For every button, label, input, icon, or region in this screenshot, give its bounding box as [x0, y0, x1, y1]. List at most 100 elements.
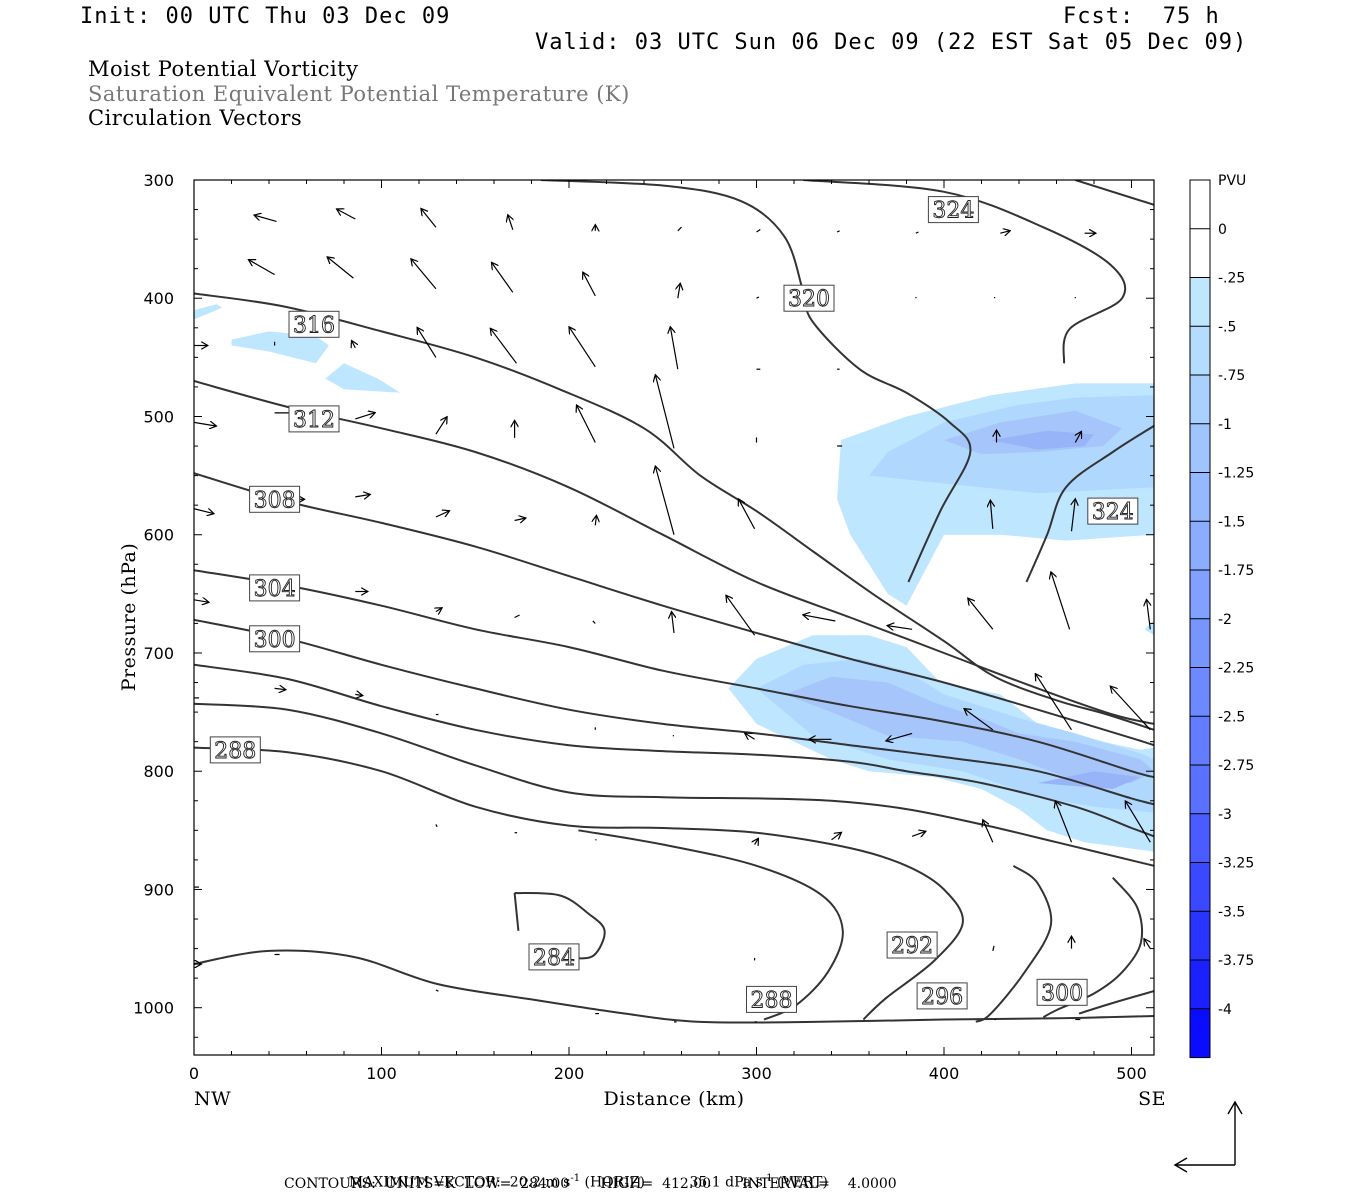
contour-999-17 — [194, 949, 1154, 1024]
vector-46 — [514, 518, 526, 521]
vector-49 — [738, 499, 756, 530]
contour-label-box-3 — [288, 405, 340, 433]
y-tick-label-4: 700 — [143, 644, 174, 663]
vector-27 — [670, 327, 679, 370]
vector-23 — [352, 340, 356, 348]
vector-6 — [756, 228, 761, 233]
vector-58 — [672, 612, 675, 633]
contour-292-10 — [194, 702, 1154, 867]
colorbar-swatch-17 — [1190, 1008, 1210, 1059]
vector-14 — [492, 262, 514, 293]
title-mpv: Moist Potential Vorticity — [88, 57, 359, 81]
colorbar-swatch-7 — [1190, 521, 1210, 571]
contour-324-1 — [1074, 180, 1154, 206]
colorbar-label-15: -3.75 — [1218, 953, 1254, 969]
vector-12 — [327, 257, 354, 279]
contour-label-8: 324 — [1092, 500, 1134, 525]
colorbar-swatch-16 — [1190, 960, 1210, 1010]
colorbar-label-7: -1.75 — [1218, 563, 1254, 579]
title-vectors: Circulation Vectors — [88, 106, 303, 130]
contour-label-4: 308 — [254, 488, 296, 513]
vector-85 — [911, 831, 926, 836]
contour-312-5 — [194, 380, 1154, 725]
vector-5 — [677, 226, 682, 232]
colorbar-label-14: -3.5 — [1218, 904, 1245, 920]
vector-1 — [337, 209, 356, 220]
x-axis-title: Distance (km) — [603, 1088, 744, 1110]
axes: 0 100 200 300 400 500 300 400 500 600 700 800 900 100… — [133, 171, 1154, 1083]
contour-label-box-8 — [1087, 497, 1139, 525]
pv-region-0 — [194, 304, 223, 320]
horiz-exp: -1 — [570, 1173, 581, 1184]
theta-contours — [194, 180, 1154, 1024]
contour-label-1: 320 — [788, 287, 830, 312]
vector-83 — [755, 838, 759, 844]
pv-shading — [194, 304, 1154, 852]
vector-64 — [1147, 599, 1151, 630]
contour-label-box-0 — [927, 196, 979, 224]
vector-50 — [990, 500, 993, 529]
contour-292-14 — [578, 829, 844, 1021]
vector-26 — [569, 327, 596, 368]
vector-97 — [992, 945, 995, 952]
contour-label-0: 324 — [932, 199, 974, 224]
vector-2 — [421, 209, 437, 228]
contour-label-box-2 — [288, 310, 340, 338]
contour-label-10: 292 — [891, 934, 933, 959]
colorbar-swatch-15 — [1190, 911, 1210, 961]
horiz-unit: (HORIZ) — [584, 1174, 645, 1191]
y-tick-label-1: 400 — [143, 289, 174, 308]
colorbar-swatch-13 — [1190, 813, 1210, 864]
vector-88 — [1125, 801, 1151, 843]
colorbar-label-1: -.25 — [1218, 271, 1245, 287]
vector-59 — [726, 595, 756, 636]
y-tick-label-0: 300 — [143, 171, 174, 190]
vert-value: 35.1 dPa s — [689, 1174, 763, 1191]
contour-304-7 — [194, 569, 1154, 779]
vector-63 — [1051, 572, 1071, 630]
vector-8 — [915, 231, 919, 234]
y-axis-title: Pressure (hPa) — [118, 543, 140, 692]
vector-57 — [592, 620, 596, 624]
colorbar-swatch-1 — [1190, 228, 1210, 279]
vector-60 — [803, 615, 836, 622]
colorbar-label-6: -1.5 — [1218, 514, 1245, 530]
contour-label-7: 288 — [214, 739, 256, 764]
contour-316-4 — [194, 292, 1154, 731]
colorbar-label-4: -1 — [1218, 417, 1232, 433]
contour-label-box-10 — [886, 931, 938, 959]
init-time: Init: 00 UTC Thu 03 Dec 09 — [80, 4, 451, 29]
vector-76 — [1110, 686, 1151, 731]
pv-region-2 — [325, 363, 401, 393]
x-tick-label-5: 500 — [1116, 1064, 1147, 1083]
colorbar-label-0: 0 — [1218, 222, 1227, 238]
colorbar-swatch-3 — [1190, 326, 1210, 376]
circulation-vectors — [194, 209, 1162, 1023]
colorbar-label-10: -2.5 — [1218, 709, 1245, 725]
colorbar-label-5: -1.25 — [1218, 466, 1254, 482]
contour-label-2: 316 — [293, 313, 335, 338]
vector-86 — [983, 820, 994, 843]
colorbar-label-16: -4 — [1218, 1002, 1232, 1018]
x-right-end-label: SE — [1138, 1088, 1166, 1110]
colorbar-swatch-0 — [1190, 180, 1210, 230]
contour-label-box-9 — [528, 943, 580, 971]
contour-288-11 — [194, 746, 964, 1021]
vector-34 — [435, 417, 447, 435]
contour-300-18 — [1078, 990, 1154, 1015]
contour-labels: 324 320 316 312 308 304 300 288 324 284 292 288 296 3… — [209, 196, 1139, 1014]
vector-31 — [194, 422, 217, 426]
vector-73 — [886, 732, 913, 741]
vector-62 — [968, 598, 994, 630]
colorbar-label-2: -.5 — [1218, 319, 1236, 335]
contour-label-12: 296 — [921, 985, 963, 1010]
valid-time: Valid: 03 UTC Sun 06 Dec 09 (22 EST Sat … — [535, 30, 1248, 55]
contour-label-6: 300 — [254, 628, 296, 653]
vector-75 — [1035, 674, 1073, 731]
vector-16 — [678, 283, 681, 299]
x-tick-label-2: 200 — [554, 1064, 585, 1083]
vector-9 — [1000, 231, 1010, 234]
y-tick-label-2: 500 — [143, 407, 174, 426]
colorbar-label-3: -.75 — [1218, 368, 1245, 384]
